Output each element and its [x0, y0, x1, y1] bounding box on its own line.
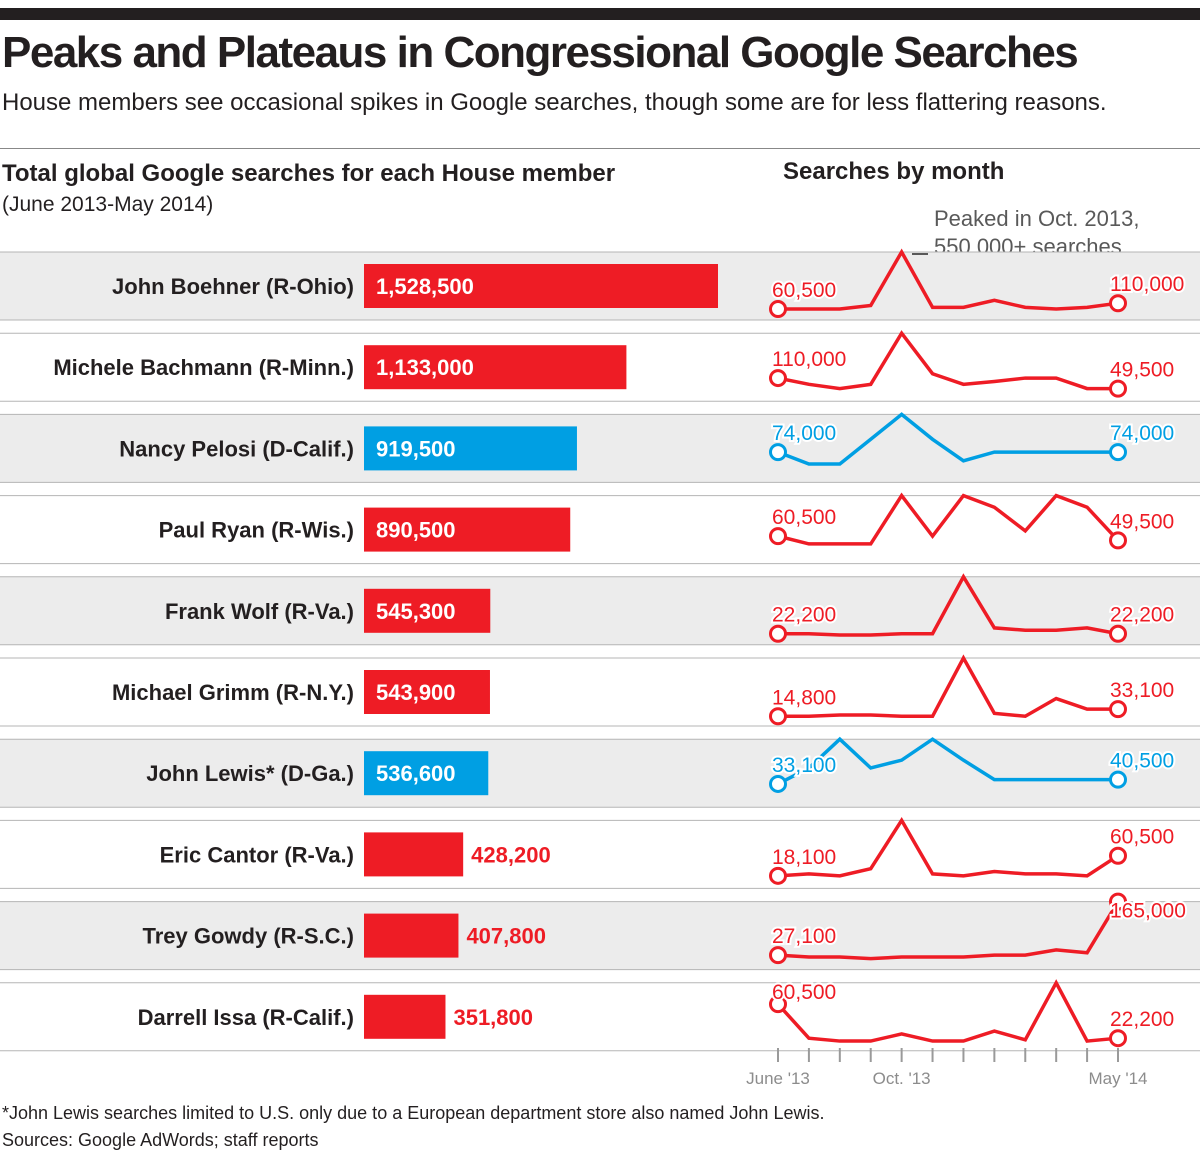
sparkline [778, 573, 1119, 637]
bar-value-label: 545,300 [376, 599, 456, 624]
sparkline-start-label: 22,200 [772, 604, 836, 627]
sparkline [777, 492, 1120, 546]
sparkline-start-label: 110,000 [772, 348, 846, 371]
month-tick-label: Oct. '13 [873, 1069, 931, 1088]
sparkline [777, 817, 1119, 878]
bar [364, 994, 446, 1039]
bar [364, 670, 490, 714]
sparkline [778, 654, 1118, 719]
sparkline-start-marker [769, 707, 787, 726]
sparkline-start-label: 14,800 [772, 686, 836, 709]
month-tick-label: June '13 [746, 1069, 810, 1088]
sparkline-end-label: 49,500 [1110, 359, 1174, 382]
sparkline-end-label: 49,500 [1110, 510, 1174, 533]
sparkline-start-marker [769, 369, 787, 388]
row-band [0, 901, 1200, 970]
bar-panel-heading: Total global Google searches for each Ho… [2, 160, 616, 187]
sparkline-start-label: 33,100 [772, 754, 836, 777]
sparkline-end-marker [1109, 846, 1127, 865]
sparkline-end-label: 40,500 [1110, 750, 1174, 773]
sparkline-end-marker [1109, 294, 1127, 313]
top-rule [0, 8, 1200, 20]
member-name: Michele Bachmann (R-Minn.) [53, 355, 354, 380]
sparkline-end-label: 22,200 [1110, 604, 1174, 627]
section-divider [0, 148, 1200, 149]
chart-subtitle: House members see occasional spikes in G… [2, 89, 1107, 116]
sparkline-start-label: 74,000 [772, 422, 836, 445]
member-name: Eric Cantor (R-Va.) [160, 842, 354, 867]
sparkline-end-label: 165,000 [1110, 900, 1186, 923]
sparkline-end-marker [1109, 379, 1127, 398]
bar [364, 426, 577, 471]
sparkline-start-marker [769, 299, 787, 318]
bar-panel-subheading: (June 2013-May 2014) [2, 193, 214, 216]
sparkline-end-marker [1109, 770, 1127, 789]
sparkline [777, 736, 1118, 786]
sparkline-start-marker [769, 774, 787, 793]
bar [364, 751, 489, 796]
sparkline-end-marker [1109, 443, 1127, 462]
bar-value-label: 890,500 [376, 518, 456, 543]
sparkline-start-marker [769, 995, 787, 1014]
sparkline [777, 900, 1120, 961]
footnote: *John Lewis searches limited to U.S. onl… [2, 1103, 825, 1123]
bar [364, 264, 718, 308]
sparkline-end-marker [1109, 700, 1127, 719]
sparkline-start-marker [769, 443, 787, 462]
member-name: John Boehner (R-Ohio) [112, 274, 354, 299]
bar [364, 832, 464, 877]
sparkline-end-label: 22,200 [1110, 1008, 1174, 1031]
sparkline [778, 248, 1119, 311]
bar-value-label: 1,528,500 [376, 274, 474, 299]
sparkline-end-label: 33,100 [1110, 679, 1174, 702]
bar-value-label: 407,800 [466, 924, 546, 949]
sparkline-start-marker [769, 866, 787, 885]
row-band [0, 576, 1200, 645]
sparkline-start-label: 27,100 [772, 925, 836, 948]
bar-value-label: 543,900 [376, 680, 456, 705]
bar [364, 345, 627, 390]
bar [364, 507, 571, 552]
bar-value-label: 536,600 [376, 761, 456, 786]
sparkline-end-label: 60,500 [1110, 826, 1174, 849]
sparkline-end-marker [1109, 1029, 1127, 1048]
sparkline-start-marker [769, 624, 787, 643]
sparkline [777, 330, 1118, 391]
member-name: Trey Gowdy (R-S.C.) [143, 924, 354, 949]
sources: Sources: Google AdWords; staff reports [2, 1130, 319, 1150]
member-name: Frank Wolf (R-Va.) [165, 599, 354, 624]
bar-value-label: 428,200 [471, 842, 551, 867]
line-panel-heading: Searches by month [783, 158, 1005, 185]
peak-annotation-line1: Peaked in Oct. 2013, [934, 206, 1140, 231]
sparkline-end-marker [1109, 892, 1127, 911]
sparkline-start-marker [769, 946, 787, 965]
member-name: Paul Ryan (R-Wis.) [159, 518, 354, 543]
sparkline-end-label: 110,000 [1110, 273, 1184, 296]
row-band [0, 739, 1200, 808]
sparkline [777, 412, 1118, 466]
member-name: Nancy Pelosi (D-Calif.) [119, 436, 354, 461]
sparkline-start-label: 18,100 [772, 846, 836, 869]
member-name: Darrell Issa (R-Calif.) [138, 1005, 354, 1030]
sparkline-start-label: 60,500 [772, 279, 836, 302]
row-band [0, 414, 1200, 483]
member-name: Michael Grimm (R-N.Y.) [112, 680, 354, 705]
bar-value-label: 919,500 [376, 436, 456, 461]
month-tick-label: May '14 [1089, 1069, 1148, 1088]
bar [364, 588, 491, 633]
bar-value-label: 1,133,000 [376, 355, 474, 380]
sparkline [776, 979, 1119, 1043]
chart-title: Peaks and Plateaus in Congressional Goog… [2, 28, 1079, 77]
sparkline-end-marker [1109, 531, 1127, 550]
sparkline-start-label: 60,500 [772, 506, 836, 529]
bar-value-label: 351,800 [453, 1005, 533, 1030]
member-name: John Lewis* (D-Ga.) [146, 761, 354, 786]
sparkline-start-label: 60,500 [772, 981, 836, 1004]
bar [364, 913, 459, 958]
sparkline-end-label: 74,000 [1110, 422, 1174, 445]
sparkline-start-marker [769, 527, 787, 546]
sparkline-end-marker [1109, 624, 1127, 643]
